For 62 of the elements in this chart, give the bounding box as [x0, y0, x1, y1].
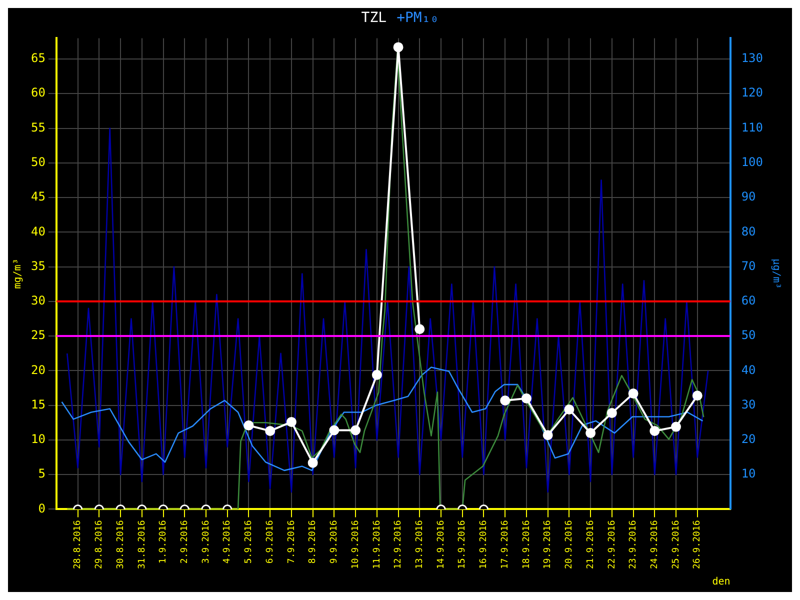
x-tick-label: 18.9.2016 [522, 520, 532, 570]
y2-tick-label: 30 [741, 397, 756, 412]
y-tick-label: 20 [30, 362, 46, 377]
y2-tick-label: 10 [741, 466, 756, 481]
y-tick-label: 65 [30, 51, 46, 66]
y2-tick-label: 50 [741, 328, 756, 342]
series-label: TZL [361, 10, 387, 26]
y2-tick-label: 70 [741, 258, 756, 273]
y2-tick-label: 20 [741, 432, 756, 446]
x-tick-label: 23.9.2016 [628, 520, 639, 570]
x-tick-label: 4.9.2016 [222, 520, 233, 564]
x-tick-label: 13.9.2016 [414, 520, 425, 570]
x-tick-label: 7.9.2016 [286, 520, 297, 564]
y2-tick-label: 40 [741, 362, 756, 377]
x-tick-label: 14.9.2016 [436, 520, 446, 570]
x-tick-label: 24.9.2016 [650, 520, 660, 570]
x-tick-label: 10.9.2016 [350, 520, 361, 570]
y-tick-label: 50 [30, 155, 46, 170]
x-tick-label: 2.9.2016 [180, 520, 190, 564]
y2-tick-label: 80 [741, 224, 756, 238]
x-tick-label: 26.9.2016 [692, 520, 703, 570]
y-tick-label: 55 [30, 120, 46, 134]
x-tick-label: 6.9.2016 [265, 520, 276, 564]
x-tick-label: 3.9.2016 [201, 520, 212, 564]
y-axis-title: mg/m³ [12, 258, 24, 289]
y-tick-label: 0 [38, 501, 46, 516]
x-tick-label: 16.9.2016 [479, 520, 490, 570]
x-tick-label: 1.9.2016 [158, 520, 169, 564]
x-tick-label: 5.9.2016 [244, 520, 254, 564]
x-tick-label: 19.9.2016 [543, 520, 554, 570]
x-tick-label: 20.9.2016 [564, 520, 575, 570]
y2-tick-label: 110 [741, 120, 764, 134]
y-tick-label: 10 [30, 432, 46, 446]
y-tick-label: 5 [38, 466, 46, 481]
y-tick-label: 25 [30, 328, 46, 342]
x-tick-label: 9.9.2016 [330, 520, 340, 564]
y-tick-label: 35 [30, 258, 46, 273]
x-tick-label: 21.9.2016 [586, 520, 596, 570]
y2-tick-label: 90 [741, 190, 756, 204]
x-tick-label: 28.8.2016 [73, 520, 84, 570]
y2-axis-title: µg/m³ [770, 258, 782, 289]
x-tick-label: 15.9.2016 [458, 520, 468, 570]
y-tick-label: 60 [30, 86, 46, 100]
y-tick-label: 15 [30, 397, 46, 412]
y-tick-label: 40 [30, 224, 46, 238]
y2-tick-label: 120 [741, 86, 764, 100]
x-tick-label: 8.9.2016 [308, 520, 318, 564]
x-tick-label: 30.8.2016 [116, 520, 126, 570]
y2-tick-label: 100 [741, 155, 764, 170]
x-tick-label: 29.8.2016 [94, 520, 105, 570]
x-tick-label: 25.9.2016 [671, 520, 682, 570]
x-tick-label: 11.9.2016 [372, 520, 382, 570]
y2-tick-label: 60 [741, 294, 756, 308]
y-tick-label: 45 [30, 190, 46, 204]
y2-tick-label: 130 [741, 51, 764, 66]
x-tick-label: 17.9.2016 [500, 520, 510, 570]
x-tick-label: 31.8.2016 [137, 520, 148, 570]
x-tick-label: 22.9.2016 [607, 520, 618, 570]
y-tick-label: 30 [30, 294, 46, 308]
x-axis-title: den [712, 576, 730, 588]
text: +PM₁₀ [396, 10, 439, 26]
x-tick-label: 12.9.2016 [394, 520, 404, 570]
